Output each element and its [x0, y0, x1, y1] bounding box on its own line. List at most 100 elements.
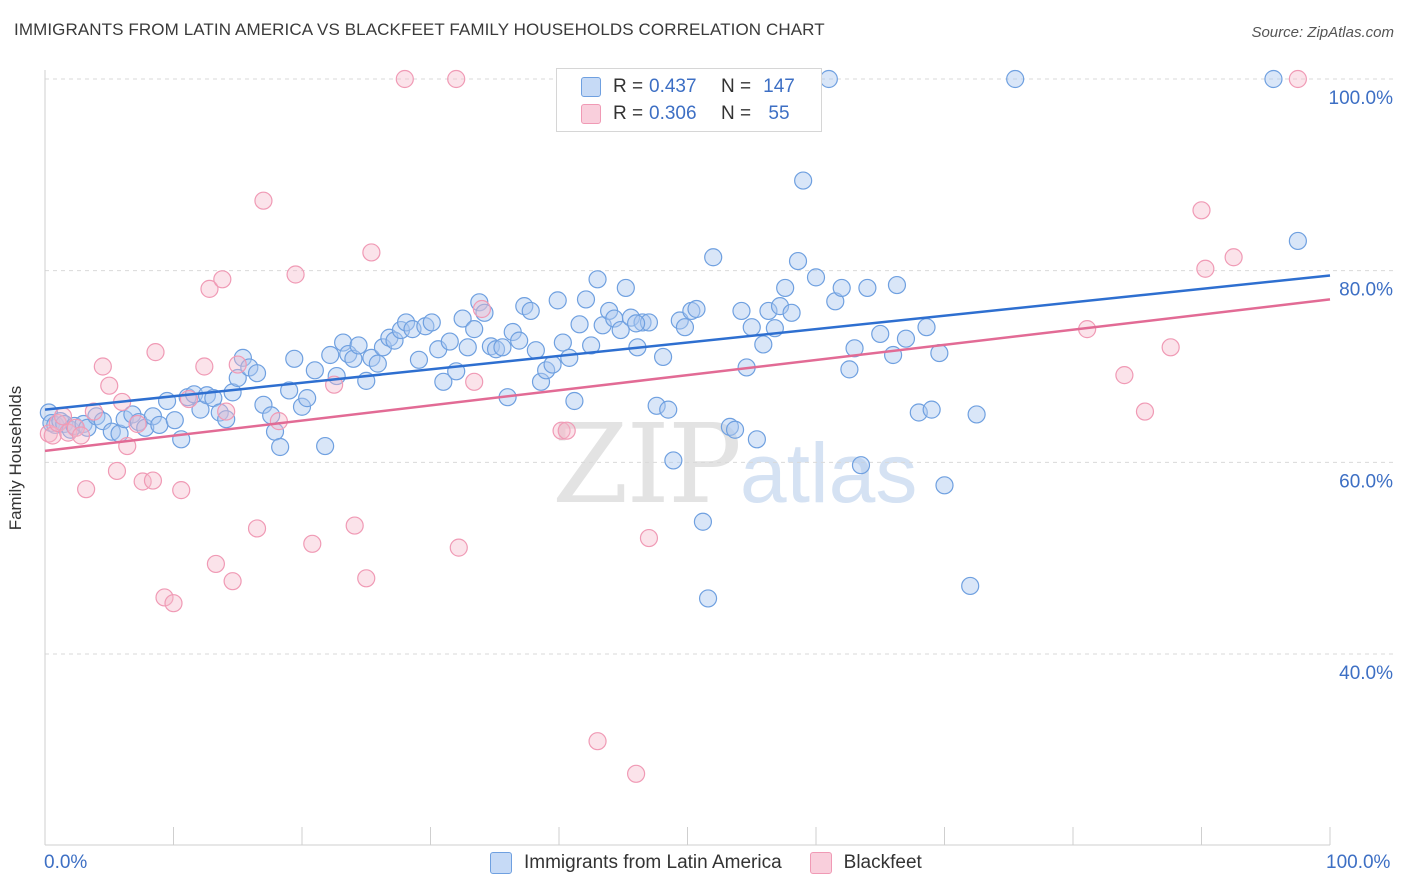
point-blackfeet	[472, 299, 491, 319]
point-immigrants	[693, 512, 713, 531]
point-immigrants	[698, 589, 718, 608]
point-blackfeet	[362, 243, 381, 262]
point-blackfeet	[286, 265, 305, 284]
point-immigrants	[832, 278, 851, 298]
series-legend: Immigrants from Latin America Blackfeet	[490, 852, 950, 874]
point-immigrants	[687, 299, 706, 319]
point-immigrants	[725, 420, 745, 439]
x-tick-label-max: 100.0%	[1326, 852, 1391, 873]
point-blackfeet	[228, 355, 247, 374]
point-blackfeet	[303, 534, 322, 553]
point-blackfeet	[269, 412, 288, 431]
source-credit: Source: ZipAtlas.com	[1251, 24, 1394, 41]
point-immigrants	[611, 320, 630, 340]
point-immigrants	[917, 318, 936, 337]
point-immigrants	[851, 456, 871, 475]
legend-swatch-blackfeet	[809, 852, 832, 874]
y-tick-label: 100.0%	[1329, 88, 1394, 109]
point-immigrants	[560, 348, 579, 367]
point-immigrants	[334, 333, 353, 352]
point-immigrants	[165, 411, 184, 430]
point-immigrants	[465, 320, 484, 339]
legend-r-value: 0.306	[649, 103, 697, 124]
point-immigrants	[150, 415, 169, 435]
legend-swatch-immigrants	[490, 852, 512, 874]
point-blackfeet	[449, 538, 468, 557]
point-immigrants	[440, 332, 459, 351]
point-immigrants	[576, 290, 596, 309]
legend-label-blackfeet: Blackfeet	[843, 852, 922, 873]
point-blackfeet	[146, 343, 165, 362]
point-immigrants	[292, 397, 312, 416]
point-immigrants	[344, 349, 363, 368]
y-tick-label: 80.0%	[1339, 280, 1393, 301]
point-blackfeet	[172, 481, 191, 500]
legend-n-value: 55	[768, 103, 790, 124]
watermark-atlas: atlas	[739, 426, 918, 520]
point-blackfeet	[1135, 402, 1155, 421]
point-immigrants	[759, 301, 778, 321]
point-immigrants	[285, 349, 304, 368]
point-immigrants	[788, 251, 808, 271]
point-immigrants	[819, 69, 838, 89]
legend-n-label: N =	[721, 76, 752, 97]
point-blackfeet	[71, 426, 91, 445]
point-blackfeet	[128, 414, 147, 434]
watermark-zip: ZIP	[552, 400, 742, 528]
point-blackfeet	[1196, 259, 1215, 278]
point-immigrants	[675, 318, 695, 337]
legend-label-immigrants: Immigrants from Latin America	[524, 852, 782, 873]
point-blackfeet	[200, 279, 219, 298]
y-tick-label: 40.0%	[1339, 663, 1393, 684]
point-immigrants	[794, 171, 813, 190]
legend-r-label: R =	[613, 103, 644, 124]
point-immigrants	[422, 313, 441, 332]
point-blackfeet	[1288, 69, 1307, 89]
point-blackfeet	[639, 528, 659, 548]
point-immigrants	[486, 340, 506, 359]
point-immigrants	[770, 297, 790, 316]
point-immigrants	[922, 400, 941, 419]
point-immigrants	[1006, 69, 1025, 89]
point-immigrants	[967, 405, 986, 424]
point-immigrants	[806, 268, 826, 287]
point-immigrants	[858, 278, 877, 298]
point-blackfeet	[223, 572, 242, 591]
legend-r-label: R =	[613, 76, 644, 97]
point-blackfeet	[206, 554, 226, 574]
point-immigrants	[543, 355, 562, 374]
point-blackfeet	[77, 480, 96, 499]
point-blackfeet	[345, 516, 364, 535]
point-blackfeet	[217, 402, 236, 421]
point-blackfeet	[195, 357, 214, 376]
point-immigrants	[521, 301, 540, 321]
point-immigrants	[961, 576, 980, 596]
point-immigrants	[664, 451, 683, 470]
point-immigrants	[453, 309, 472, 328]
point-immigrants	[321, 345, 340, 365]
point-blackfeet	[107, 461, 127, 481]
point-blackfeet	[100, 376, 119, 395]
point-blackfeet	[557, 421, 576, 440]
point-immigrants	[553, 333, 572, 352]
point-blackfeet	[395, 69, 414, 89]
point-immigrants	[871, 324, 890, 344]
legend-item-immigrants: Immigrants from Latin America	[490, 852, 782, 874]
point-immigrants	[531, 372, 551, 391]
point-immigrants	[704, 248, 723, 267]
point-immigrants	[776, 278, 795, 298]
point-immigrants	[373, 338, 393, 357]
point-immigrants	[754, 335, 773, 354]
point-immigrants	[782, 303, 801, 322]
point-blackfeet	[155, 588, 174, 607]
legend-swatch-blackfeet	[581, 104, 601, 124]
legend-n-value: 147	[763, 76, 795, 97]
point-blackfeet	[626, 764, 646, 783]
point-immigrants	[298, 389, 317, 408]
point-immigrants	[616, 278, 635, 298]
point-blackfeet	[143, 471, 163, 490]
point-blackfeet	[552, 421, 571, 440]
point-immigrants	[548, 291, 567, 310]
legend-row-immigrants: R = 0.437 N = 147	[581, 75, 801, 99]
